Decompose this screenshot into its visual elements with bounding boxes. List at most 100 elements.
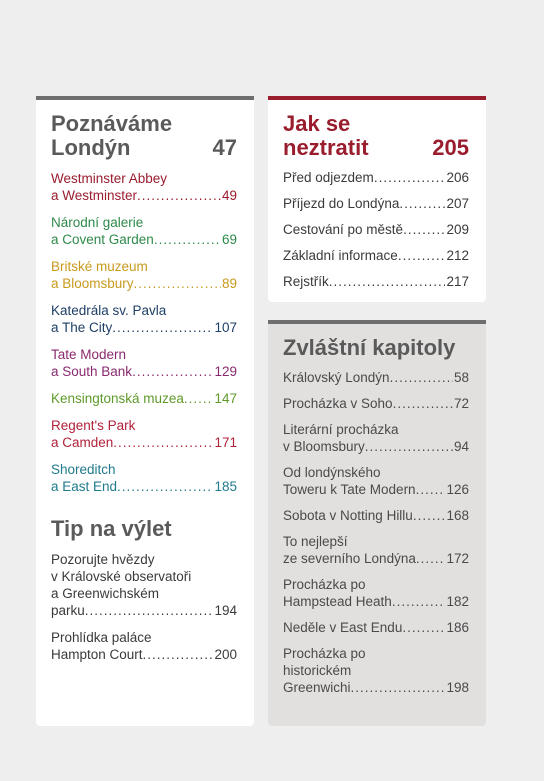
toc-entry[interactable]: Královský Londýn 58 xyxy=(283,369,469,386)
toc-page-number: 58 xyxy=(453,370,469,385)
leader-dots xyxy=(374,169,446,186)
toc-entry-title: Rejstřík xyxy=(283,274,329,289)
toc-entry[interactable]: To nejlepší ze severního Londýna 172 xyxy=(283,533,469,567)
toc-entry-title: Hampton Court xyxy=(51,647,143,662)
toc-page-number: 168 xyxy=(446,508,469,523)
toc-entry[interactable]: Tate Modern a South Bank 129 xyxy=(51,346,237,380)
leader-dots xyxy=(392,593,446,610)
toc-entry[interactable]: Pozorujte hvězdy v Královské observatoři a… xyxy=(51,551,237,619)
leader-dots xyxy=(393,395,453,412)
toc-entry-last-line: a Westminster 49 xyxy=(51,187,237,204)
toc-entry-line: Westminster Abbey xyxy=(51,171,168,186)
section-heading-zvlastni-kapitoly: Zvláštní kapitoly xyxy=(283,336,469,360)
toc-entry-last-line: parku 194 xyxy=(51,602,237,619)
toc-entry[interactable]: Literární procházka v Bloomsbury 94 xyxy=(283,421,469,455)
toc-entry[interactable]: Rejstřík 217 xyxy=(283,273,469,290)
toc-page-number: 89 xyxy=(221,276,237,291)
toc-page-number: 147 xyxy=(214,391,237,406)
toc-page-number: 182 xyxy=(446,594,469,609)
toc-entry-line: To nejlepší xyxy=(283,534,348,549)
toc-entry[interactable]: Procházka v Soho 72 xyxy=(283,395,469,412)
toc-page-number: 200 xyxy=(214,647,237,662)
toc-entry-last-line: Sobota v Notting Hillu 168 xyxy=(283,507,469,524)
toc-page-number: 129 xyxy=(214,364,237,379)
toc-entry-title: ze severního Londýna xyxy=(283,551,416,566)
toc-entry-last-line: Greenwichi 198 xyxy=(283,679,469,696)
toc-entry-title: parku xyxy=(51,603,85,618)
leader-dots xyxy=(132,363,213,380)
heading-line: Londýn xyxy=(51,135,131,160)
toc-entry[interactable]: Neděle v East Endu 186 xyxy=(283,619,469,636)
heading-line: Jak se xyxy=(283,111,351,136)
toc-page-number: 209 xyxy=(446,222,469,237)
toc-entry-title: v Bloomsbury xyxy=(283,439,365,454)
toc-entry-line: Procházka po xyxy=(283,646,366,661)
toc-entry-last-line: Základní informace 212 xyxy=(283,247,469,264)
toc-page-number: 72 xyxy=(453,396,469,411)
section-heading-poznavame: Poznáváme Londýn 47 xyxy=(51,112,237,160)
leader-dots xyxy=(398,247,446,264)
toc-entry-last-line: a South Bank 129 xyxy=(51,363,237,380)
toc-entry-title: Greenwichi xyxy=(283,680,351,695)
heading-page-number: 47 xyxy=(212,135,237,160)
leader-dots xyxy=(402,619,445,636)
toc-entry-line: a Greenwichském xyxy=(51,586,160,601)
toc-entry-line: Britské muzeum xyxy=(51,259,148,274)
toc-entry-line: Od londýnského xyxy=(283,465,381,480)
toc-entry-last-line: Cestování po městě 209 xyxy=(283,221,469,238)
toc-entry[interactable]: Od londýnského Toweru k Tate Modern 126 xyxy=(283,464,469,498)
toc-entry[interactable]: Katedrála sv. Pavla a The City 107 xyxy=(51,302,237,336)
toc-list: Před odjezdem 206 Příjezd do Londýna 207 Ces… xyxy=(283,169,486,290)
toc-page-number: 194 xyxy=(214,603,237,618)
toc-entry-title: a Camden xyxy=(51,435,114,450)
toc-entry[interactable]: Kensingtonská muzea 147 xyxy=(51,390,237,407)
toc-entry[interactable]: Britské muzeum a Bloomsbury 89 xyxy=(51,258,237,292)
heading-line: Poznáváme xyxy=(51,111,173,136)
toc-page-number: 126 xyxy=(446,482,469,497)
leader-dots xyxy=(112,319,213,336)
toc-entry-last-line: v Bloomsbury 94 xyxy=(283,438,469,455)
leader-dots xyxy=(351,679,446,696)
toc-page-number: 207 xyxy=(446,196,469,211)
heading-line: Zvláštní kapitoly xyxy=(283,335,456,360)
toc-page-number: 49 xyxy=(221,188,237,203)
toc-page-number: 185 xyxy=(214,479,237,494)
heading-line: neztratit xyxy=(283,135,369,160)
toc-page-number: 198 xyxy=(446,680,469,695)
toc-entry-line: Shoreditch xyxy=(51,462,116,477)
toc-entry-last-line: a Camden 171 xyxy=(51,434,237,451)
toc-entry[interactable]: Cestování po městě 209 xyxy=(283,221,469,238)
toc-entry-title: Neděle v East Endu xyxy=(283,620,403,635)
leader-dots xyxy=(137,187,221,204)
toc-entry-line: Pozorujte hvězdy xyxy=(51,552,155,567)
toc-page-number: 217 xyxy=(446,274,469,289)
toc-entry-title: Sobota v Notting Hillu xyxy=(283,508,413,523)
toc-entry[interactable]: Sobota v Notting Hillu 168 xyxy=(283,507,469,524)
toc-entry-title: Před odjezdem xyxy=(283,170,374,185)
toc-entry[interactable]: Procházka po historickém Greenwichi 198 xyxy=(283,645,469,696)
toc-entry[interactable]: Národní galerie a Covent Garden 69 xyxy=(51,214,237,248)
toc-page-number: 107 xyxy=(214,320,237,335)
toc-entry-line: historickém xyxy=(283,663,352,678)
toc-entry-line: Procházka po xyxy=(283,577,366,592)
toc-page-number: 212 xyxy=(446,248,469,263)
leader-dots xyxy=(329,273,446,290)
toc-entry-line: Regent's Park xyxy=(51,418,136,433)
toc-entry-title: a South Bank xyxy=(51,364,133,379)
toc-entry[interactable]: Procházka po Hampstead Heath 182 xyxy=(283,576,469,610)
toc-entry[interactable]: Westminster Abbey a Westminster 49 xyxy=(51,170,237,204)
section-heading-jak-se-neztratit: Jak se neztratit 205 xyxy=(283,112,469,160)
toc-entry[interactable]: Prohlídka paláce Hampton Court 200 xyxy=(51,629,237,663)
toc-entry-last-line: a The City 107 xyxy=(51,319,237,336)
toc-entry[interactable]: Regent's Park a Camden 171 xyxy=(51,417,237,451)
toc-entry[interactable]: Shoreditch a East End 185 xyxy=(51,461,237,495)
toc-entry-last-line: a Bloomsbury 89 xyxy=(51,275,237,292)
toc-entry-last-line: ze severního Londýna 172 xyxy=(283,550,469,567)
toc-entry-last-line: Kensingtonská muzea 147 xyxy=(51,390,237,407)
toc-entry-line: Národní galerie xyxy=(51,215,144,230)
toc-entry-last-line: a Covent Garden 69 xyxy=(51,231,237,248)
toc-entry[interactable]: Příjezd do Londýna 207 xyxy=(283,195,469,212)
toc-entry[interactable]: Základní informace 212 xyxy=(283,247,469,264)
toc-entry[interactable]: Před odjezdem 206 xyxy=(283,169,469,186)
toc-entry-title: a Westminster xyxy=(51,188,138,203)
